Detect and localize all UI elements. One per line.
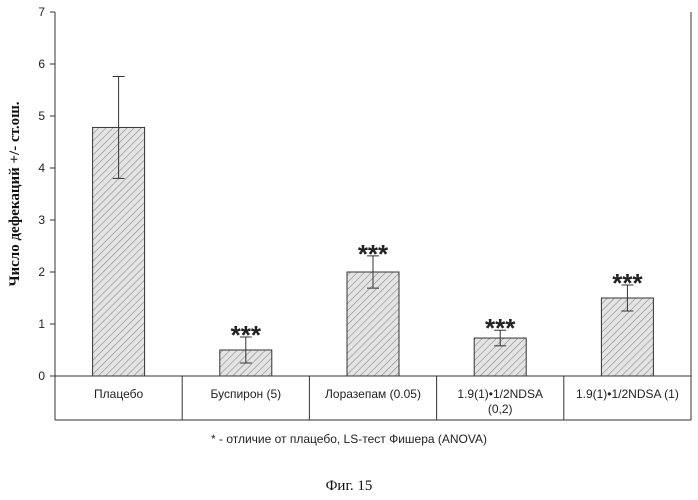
- y-tick-label: 3: [38, 213, 45, 227]
- category-label: Буспирон (5): [210, 387, 281, 401]
- y-tick-label: 0: [38, 369, 45, 383]
- plot-area: 0 1 2 3 4 5 6 7 Число дефекаций +/- ст.ош. Плацеб…: [7, 5, 691, 420]
- y-tick-label: 4: [38, 161, 45, 175]
- y-tick-label: 1: [38, 317, 45, 331]
- category-label: Плацебо: [94, 387, 143, 401]
- category-label: (0,2): [488, 402, 513, 416]
- figure-caption: Фиг. 15: [0, 478, 698, 495]
- y-tick-label: 5: [38, 109, 45, 123]
- category-label: 1.9(1)•1/2NDSA (1): [576, 387, 679, 401]
- y-tick-label: 2: [38, 265, 45, 279]
- significance-marker: ***: [612, 268, 643, 298]
- category-label: 1.9(1)•1/2NDSA: [457, 387, 543, 401]
- bar-chart: 0 1 2 3 4 5 6 7 Число дефекаций +/- ст.ош. Плацеб…: [0, 0, 698, 430]
- footnote: * - отличие от плацебо, LS-тест Фишера (…: [0, 432, 698, 446]
- category-label: Лоразепам (0.05): [325, 387, 421, 401]
- significance-marker: ***: [485, 313, 516, 343]
- y-tick-label: 6: [38, 57, 45, 71]
- y-tick-label: 7: [38, 5, 45, 19]
- significance-marker: ***: [358, 239, 389, 269]
- y-axis-label: Число дефекаций +/- ст.ош.: [7, 101, 23, 286]
- significance-marker: ***: [231, 320, 262, 350]
